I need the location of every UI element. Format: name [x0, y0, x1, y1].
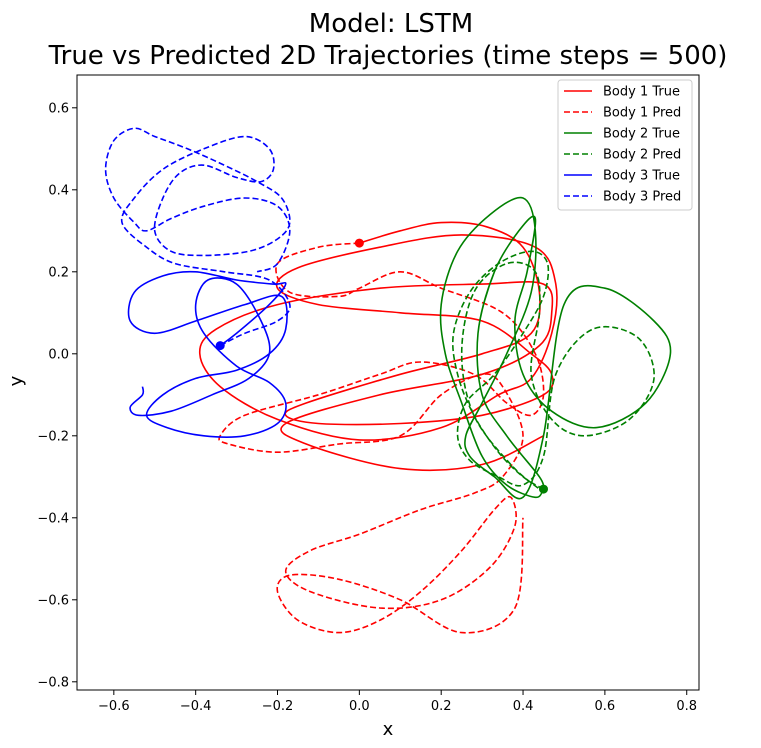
legend: Body 1 True Body 1 Pred Body 2 True Body 2 …	[557, 79, 693, 211]
legend-label: Body 3 True	[603, 169, 680, 184]
legend-label: Body 2 Pred	[603, 148, 681, 163]
y-tick-label: −0.4	[37, 511, 69, 526]
x-tick-label: 0.8	[676, 699, 697, 714]
start-marker-body-2-true	[539, 484, 548, 494]
marker-layer	[215, 238, 548, 494]
x-axis-ticks: −0.6 −0.4 −0.2 0.0 0.2 0.4 0.6 0.8	[98, 690, 697, 714]
x-axis-label: x	[383, 719, 394, 740]
chart-title-line-2: True vs Predicted 2D Trajectories (time …	[48, 41, 728, 71]
x-tick-label: 0.6	[595, 699, 616, 714]
legend-label: Body 2 True	[603, 127, 680, 142]
x-tick-label: 0.4	[513, 699, 534, 714]
x-tick-label: −0.4	[180, 699, 212, 714]
legend-label: Body 1 Pred	[603, 106, 681, 121]
x-tick-label: −0.6	[98, 699, 130, 714]
start-marker-body-3-true	[215, 341, 225, 351]
start-marker-body-1-true	[354, 238, 364, 248]
y-tick-label: 0.2	[48, 265, 69, 280]
x-tick-label: 0.2	[431, 699, 452, 714]
y-tick-label: 0.4	[48, 183, 69, 198]
series-layer	[104, 127, 672, 634]
y-tick-label: −0.2	[37, 429, 69, 444]
series-line-body-2-true	[439, 196, 672, 500]
series-line-body-1-true	[198, 221, 558, 472]
y-axis-ticks: −0.8 −0.6 −0.4 −0.2 0.0 0.2 0.4 0.6	[37, 101, 77, 690]
series-line-body-3-true	[127, 270, 288, 438]
legend-label: Body 3 Pred	[603, 190, 681, 205]
series-line-body-2-pred	[451, 250, 655, 490]
y-tick-label: −0.6	[37, 593, 69, 608]
series-line-body-3-pred	[104, 127, 291, 347]
series-line-body-1-pred	[218, 242, 545, 634]
y-tick-label: 0.0	[48, 347, 69, 362]
y-tick-label: −0.8	[37, 675, 69, 690]
y-axis-label: y	[6, 375, 27, 386]
plot-frame	[76, 74, 700, 691]
legend-label: Body 1 True	[603, 85, 680, 100]
y-tick-label: 0.6	[48, 101, 69, 116]
x-tick-label: −0.2	[262, 699, 294, 714]
x-tick-label: 0.0	[349, 699, 370, 714]
chart-title-line-1: Model: LSTM	[309, 9, 473, 39]
